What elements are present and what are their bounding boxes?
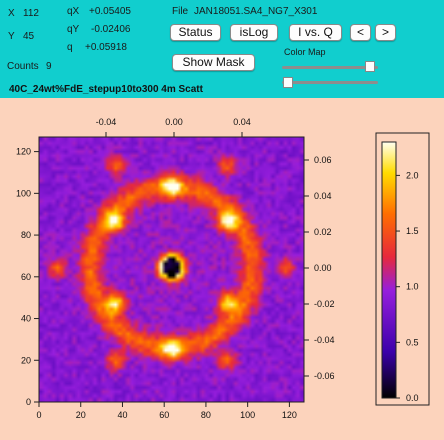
right-q-tick-label: -0.06 (314, 371, 335, 381)
right-q-tick-label: 0.04 (314, 191, 332, 201)
x-tick-label: 120 (282, 410, 297, 420)
color-bar-frame (375, 132, 430, 406)
right-q-tick-label: 0.00 (314, 263, 332, 273)
top-q-tick-label: 0.04 (233, 117, 251, 127)
color-bar-tick-label: 0.0 (406, 393, 419, 403)
y-tick-label: 0 (26, 397, 31, 407)
x-tick-label: 40 (117, 410, 127, 420)
i-vs-q-button[interactable]: I vs. Q (289, 24, 342, 41)
y-tick-label: 60 (21, 272, 31, 282)
x-tick-label: 100 (240, 410, 255, 420)
color-map-max-slider-track[interactable] (282, 66, 378, 69)
y-tick-label: 80 (21, 230, 31, 240)
y-label: Y (8, 31, 15, 42)
q-label: q (67, 42, 73, 53)
plot-frame (38, 136, 305, 403)
detector-heatmap-image[interactable] (39, 137, 304, 402)
control-panel: X 112 Y 45 Counts 9 qX +0.05405 qY -0.02… (0, 0, 444, 98)
plot-axes: 0 20 40 60 80 100 120 0 20 40 60 80 100 120 -0.04 0.00 0… (16, 117, 335, 420)
top-q-tick-label: -0.04 (96, 117, 117, 127)
x-tick-label: 60 (159, 410, 169, 420)
color-scale-bar: 0.0 0.5 1.0 1.5 2.0 (375, 132, 430, 406)
islog-button[interactable]: isLog (230, 24, 278, 41)
x-value: 112 (23, 8, 39, 19)
color-map-max-slider-thumb[interactable] (365, 61, 376, 72)
detector-image-plot[interactable]: 0 20 40 60 80 100 120 0 20 40 60 80 100 120 -0.04 0.00 0… (0, 98, 444, 440)
x-tick-label: 80 (201, 410, 211, 420)
detector-heatmap[interactable] (39, 137, 304, 402)
y-value: 45 (23, 31, 35, 42)
color-map-min-slider-thumb[interactable] (282, 77, 293, 88)
next-file-button[interactable]: > (375, 24, 396, 41)
y-tick-label: 20 (21, 355, 31, 365)
qy-label: qY (67, 24, 80, 35)
color-bar-tick-label: 0.5 (406, 337, 419, 347)
counts-value: 9 (46, 61, 52, 72)
counts-label: Counts (7, 61, 39, 72)
top-q-tick-label: 0.00 (165, 117, 183, 127)
qx-value: +0.05405 (89, 6, 131, 17)
right-q-tick-label: 0.06 (314, 155, 332, 165)
y-tick-label: 40 (21, 314, 31, 324)
x-tick-label: 20 (76, 410, 86, 420)
color-bar-gradient (381, 141, 397, 399)
sample-title: 40C_24wt%FdE_stepup10to300 4m Scatt (9, 84, 203, 95)
x-tick-label: 0 (36, 410, 41, 420)
status-button[interactable]: Status (170, 24, 221, 41)
x-label: X (8, 8, 15, 19)
right-q-tick-label: -0.04 (314, 335, 335, 345)
previous-file-button[interactable]: < (350, 24, 371, 41)
color-bar-tick-label: 1.0 (406, 282, 419, 292)
file-label: File (172, 6, 189, 17)
y-tick-label: 100 (16, 188, 31, 198)
right-q-tick-label: 0.02 (314, 227, 332, 237)
color-map-label: Color Map (284, 47, 326, 57)
color-bar-tick-label: 2.0 (406, 170, 419, 180)
right-q-tick-label: -0.02 (314, 299, 335, 309)
y-tick-label: 120 (16, 147, 31, 157)
color-map-min-slider-track[interactable] (282, 81, 378, 84)
file-value: JAN18051.SA4_NG7_X301 (194, 6, 318, 17)
q-value: +0.05918 (85, 42, 127, 53)
qx-label: qX (67, 6, 80, 17)
color-bar-tick-label: 1.5 (406, 226, 419, 236)
show-mask-button[interactable]: Show Mask (172, 54, 255, 71)
qy-value: -0.02406 (91, 24, 131, 35)
